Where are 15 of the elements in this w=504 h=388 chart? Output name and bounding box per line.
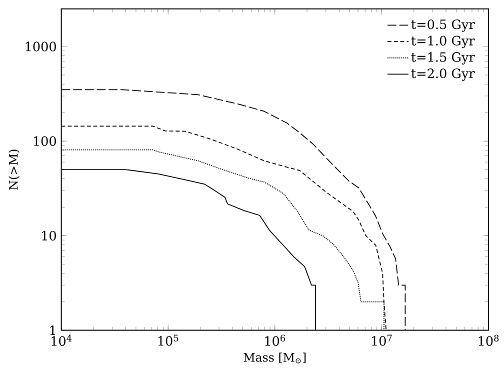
x-tick-label: 10$^{6}$ bbox=[265, 334, 286, 346]
legend-label: t=1.5 Gyr bbox=[411, 52, 475, 65]
x-tick-label: 10$^{8}$ bbox=[478, 334, 499, 346]
x-tick-label: 10$^{5}$ bbox=[158, 334, 178, 346]
x-tick-label: 10$^{4}$ bbox=[52, 334, 72, 346]
x-axis-title: Mass [M$_{⊙}$] bbox=[244, 352, 306, 364]
y-axis-title: N(>M) bbox=[8, 150, 20, 190]
legend-label: t=0.5 Gyr bbox=[411, 20, 475, 32]
legend-label: t=2.0 Gyr bbox=[411, 68, 475, 82]
y-tick-label: 1 bbox=[50, 326, 56, 336]
y-tick-label: 100 bbox=[34, 136, 56, 146]
y-tick-label: 10 bbox=[42, 231, 56, 241]
y-tick-label: 1000 bbox=[26, 42, 56, 52]
x-tick-label: 10$^{7}$ bbox=[372, 334, 392, 346]
legend-label: t=1.0 Gyr bbox=[411, 36, 475, 48]
